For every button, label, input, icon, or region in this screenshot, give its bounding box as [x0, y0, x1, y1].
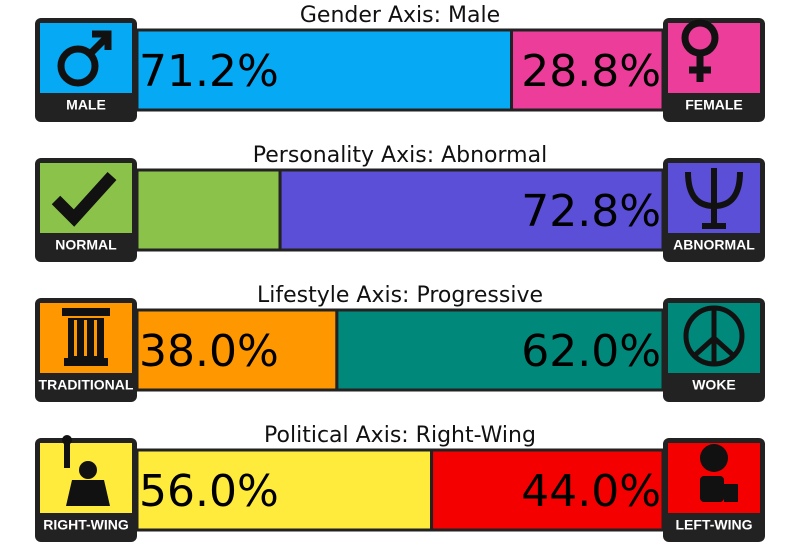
icons [51, 19, 745, 506]
bar-left [135, 308, 339, 392]
column-icon [62, 308, 110, 366]
bar-right [335, 308, 665, 392]
bar-left [135, 28, 514, 112]
female-icon [681, 19, 719, 82]
bar-left [135, 168, 282, 252]
psi-icon [685, 168, 743, 229]
value-left: 56.0% [139, 466, 279, 517]
value-right: 28.8% [521, 46, 661, 97]
male-icon [57, 30, 112, 87]
icon-label: FEMALE [685, 97, 743, 113]
bar-right [278, 168, 665, 252]
value-right: 62.0% [521, 326, 661, 377]
icon-label: ABNORMAL [673, 237, 755, 253]
icon-label: LEFT-WING [676, 517, 753, 533]
axis-title: Lifestyle Axis: Progressive [257, 283, 543, 308]
value-left: 38.0% [139, 326, 279, 377]
axis-title: Political Axis: Right-Wing [264, 423, 536, 448]
statue-icon [62, 435, 110, 506]
axis-title: Gender Axis: Male [300, 3, 500, 28]
icon-label: WOKE [692, 377, 736, 393]
icon-label: TRADITIONAL [39, 377, 134, 393]
value-right: 72.8% [521, 186, 661, 237]
icon-label: NORMAL [55, 237, 117, 253]
value-right: 44.0% [521, 466, 661, 517]
rose-icon [700, 444, 738, 502]
check-icon [51, 171, 117, 227]
axis-title: Personality Axis: Abnormal [253, 143, 547, 168]
value-left: 71.2% [139, 46, 279, 97]
bar-right [510, 28, 665, 112]
icon-label: RIGHT-WING [43, 517, 129, 533]
icon-label: MALE [66, 97, 106, 113]
peace-icon [683, 305, 745, 367]
bar-right [430, 448, 665, 532]
